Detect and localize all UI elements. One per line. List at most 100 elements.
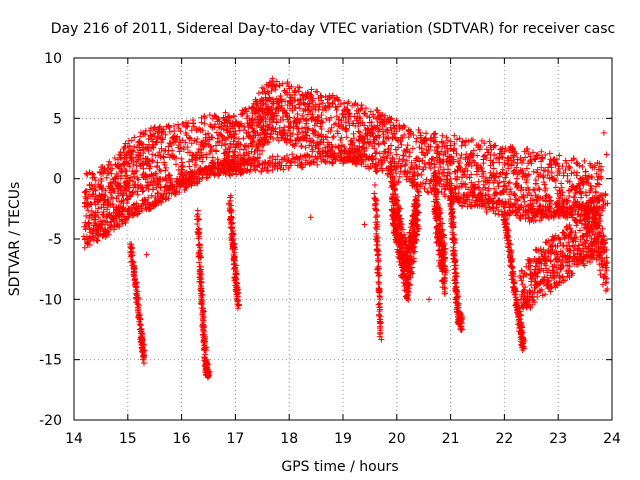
data-point-marker [329,101,336,108]
data-point-marker [270,116,277,123]
data-point-marker [330,133,337,140]
data-point-marker [129,189,136,196]
data-point-marker [128,137,135,144]
data-point-marker [133,162,140,169]
data-point-marker [582,168,589,175]
data-point-marker [129,147,136,154]
data-point-marker [305,103,312,110]
data-point-marker [231,122,238,129]
data-point-marker [256,151,263,158]
data-point-marker [539,173,546,180]
data-point-marker [413,135,420,142]
data-point-marker [288,83,295,90]
data-point-marker [315,131,322,138]
data-point-marker [160,154,167,161]
data-point-marker [362,105,369,112]
data-point-marker [154,152,161,159]
data-point-marker [153,170,160,177]
data-point-marker [282,136,289,143]
data-point-marker [304,89,311,96]
data-point-marker [231,149,238,156]
data-point-marker [277,93,284,100]
data-point-marker [206,111,213,118]
data-point-marker [328,141,335,148]
data-point-marker [456,135,463,142]
data-point-marker [443,134,450,141]
data-point-marker [306,142,313,149]
data-point-marker [160,153,167,160]
data-point-marker [226,129,233,136]
data-point-marker [196,263,203,270]
data-point-marker [130,148,137,155]
data-point-marker [259,125,266,132]
data-point-marker [88,181,95,188]
data-point-marker [143,162,150,169]
data-point-marker [150,186,157,193]
data-point-marker [298,125,305,132]
data-point-marker [513,175,520,182]
data-point-marker [258,167,265,174]
data-point-marker [486,138,493,145]
data-point-marker [109,165,116,172]
data-point-marker [87,200,94,207]
data-point-marker [203,154,210,161]
data-point-marker [153,162,160,169]
data-point-marker [242,106,249,113]
series-spike-19.7 [371,181,385,343]
data-point-marker [124,196,131,203]
data-point-marker [220,126,227,133]
data-point-marker [91,174,98,181]
data-point-marker [95,214,102,221]
data-point-marker [329,134,336,141]
data-point-marker [222,109,229,116]
data-point-marker [577,194,584,201]
data-point-marker [123,172,130,179]
data-point-marker [127,148,134,155]
data-point-marker [292,87,299,94]
data-point-marker [169,147,176,154]
data-point-marker [349,102,356,109]
data-point-marker [103,174,110,181]
data-point-marker [254,100,261,107]
data-point-marker [221,119,228,126]
data-point-marker [537,158,544,165]
data-point-marker [212,121,219,128]
data-point-marker [193,138,200,145]
data-point-marker [201,113,208,120]
data-point-marker [358,101,365,108]
data-point-marker [344,106,351,113]
series-spike-15.3 [126,241,148,367]
data-point-marker [150,144,157,151]
data-point-marker [322,133,329,140]
data-point-marker [178,155,185,162]
data-point-marker [238,122,245,129]
data-point-marker [190,123,197,130]
data-point-marker [175,125,182,132]
data-point-marker [345,99,352,106]
data-point-marker [273,78,280,85]
data-point-marker [427,165,434,172]
data-point-marker [214,138,221,145]
data-point-marker [302,144,309,151]
data-point-marker [375,272,382,279]
data-point-marker [295,101,302,108]
data-point-marker [149,158,156,165]
data-point-marker [372,224,379,231]
data-point-marker [177,128,184,135]
data-point-marker [89,170,96,177]
data-point-marker [131,134,138,141]
data-point-marker [286,114,293,121]
data-point-marker [224,113,231,120]
data-point-marker [560,229,567,236]
data-point-marker [146,141,153,148]
data-point-marker [309,97,316,104]
data-point-marker [159,135,166,142]
data-point-marker [431,164,438,171]
data-point-marker [532,177,539,184]
data-point-marker [307,91,314,98]
data-point-marker [316,103,323,110]
series-block-20 [387,169,422,303]
data-points [80,75,611,381]
data-point-marker [262,118,269,125]
data-point-marker [156,124,163,131]
